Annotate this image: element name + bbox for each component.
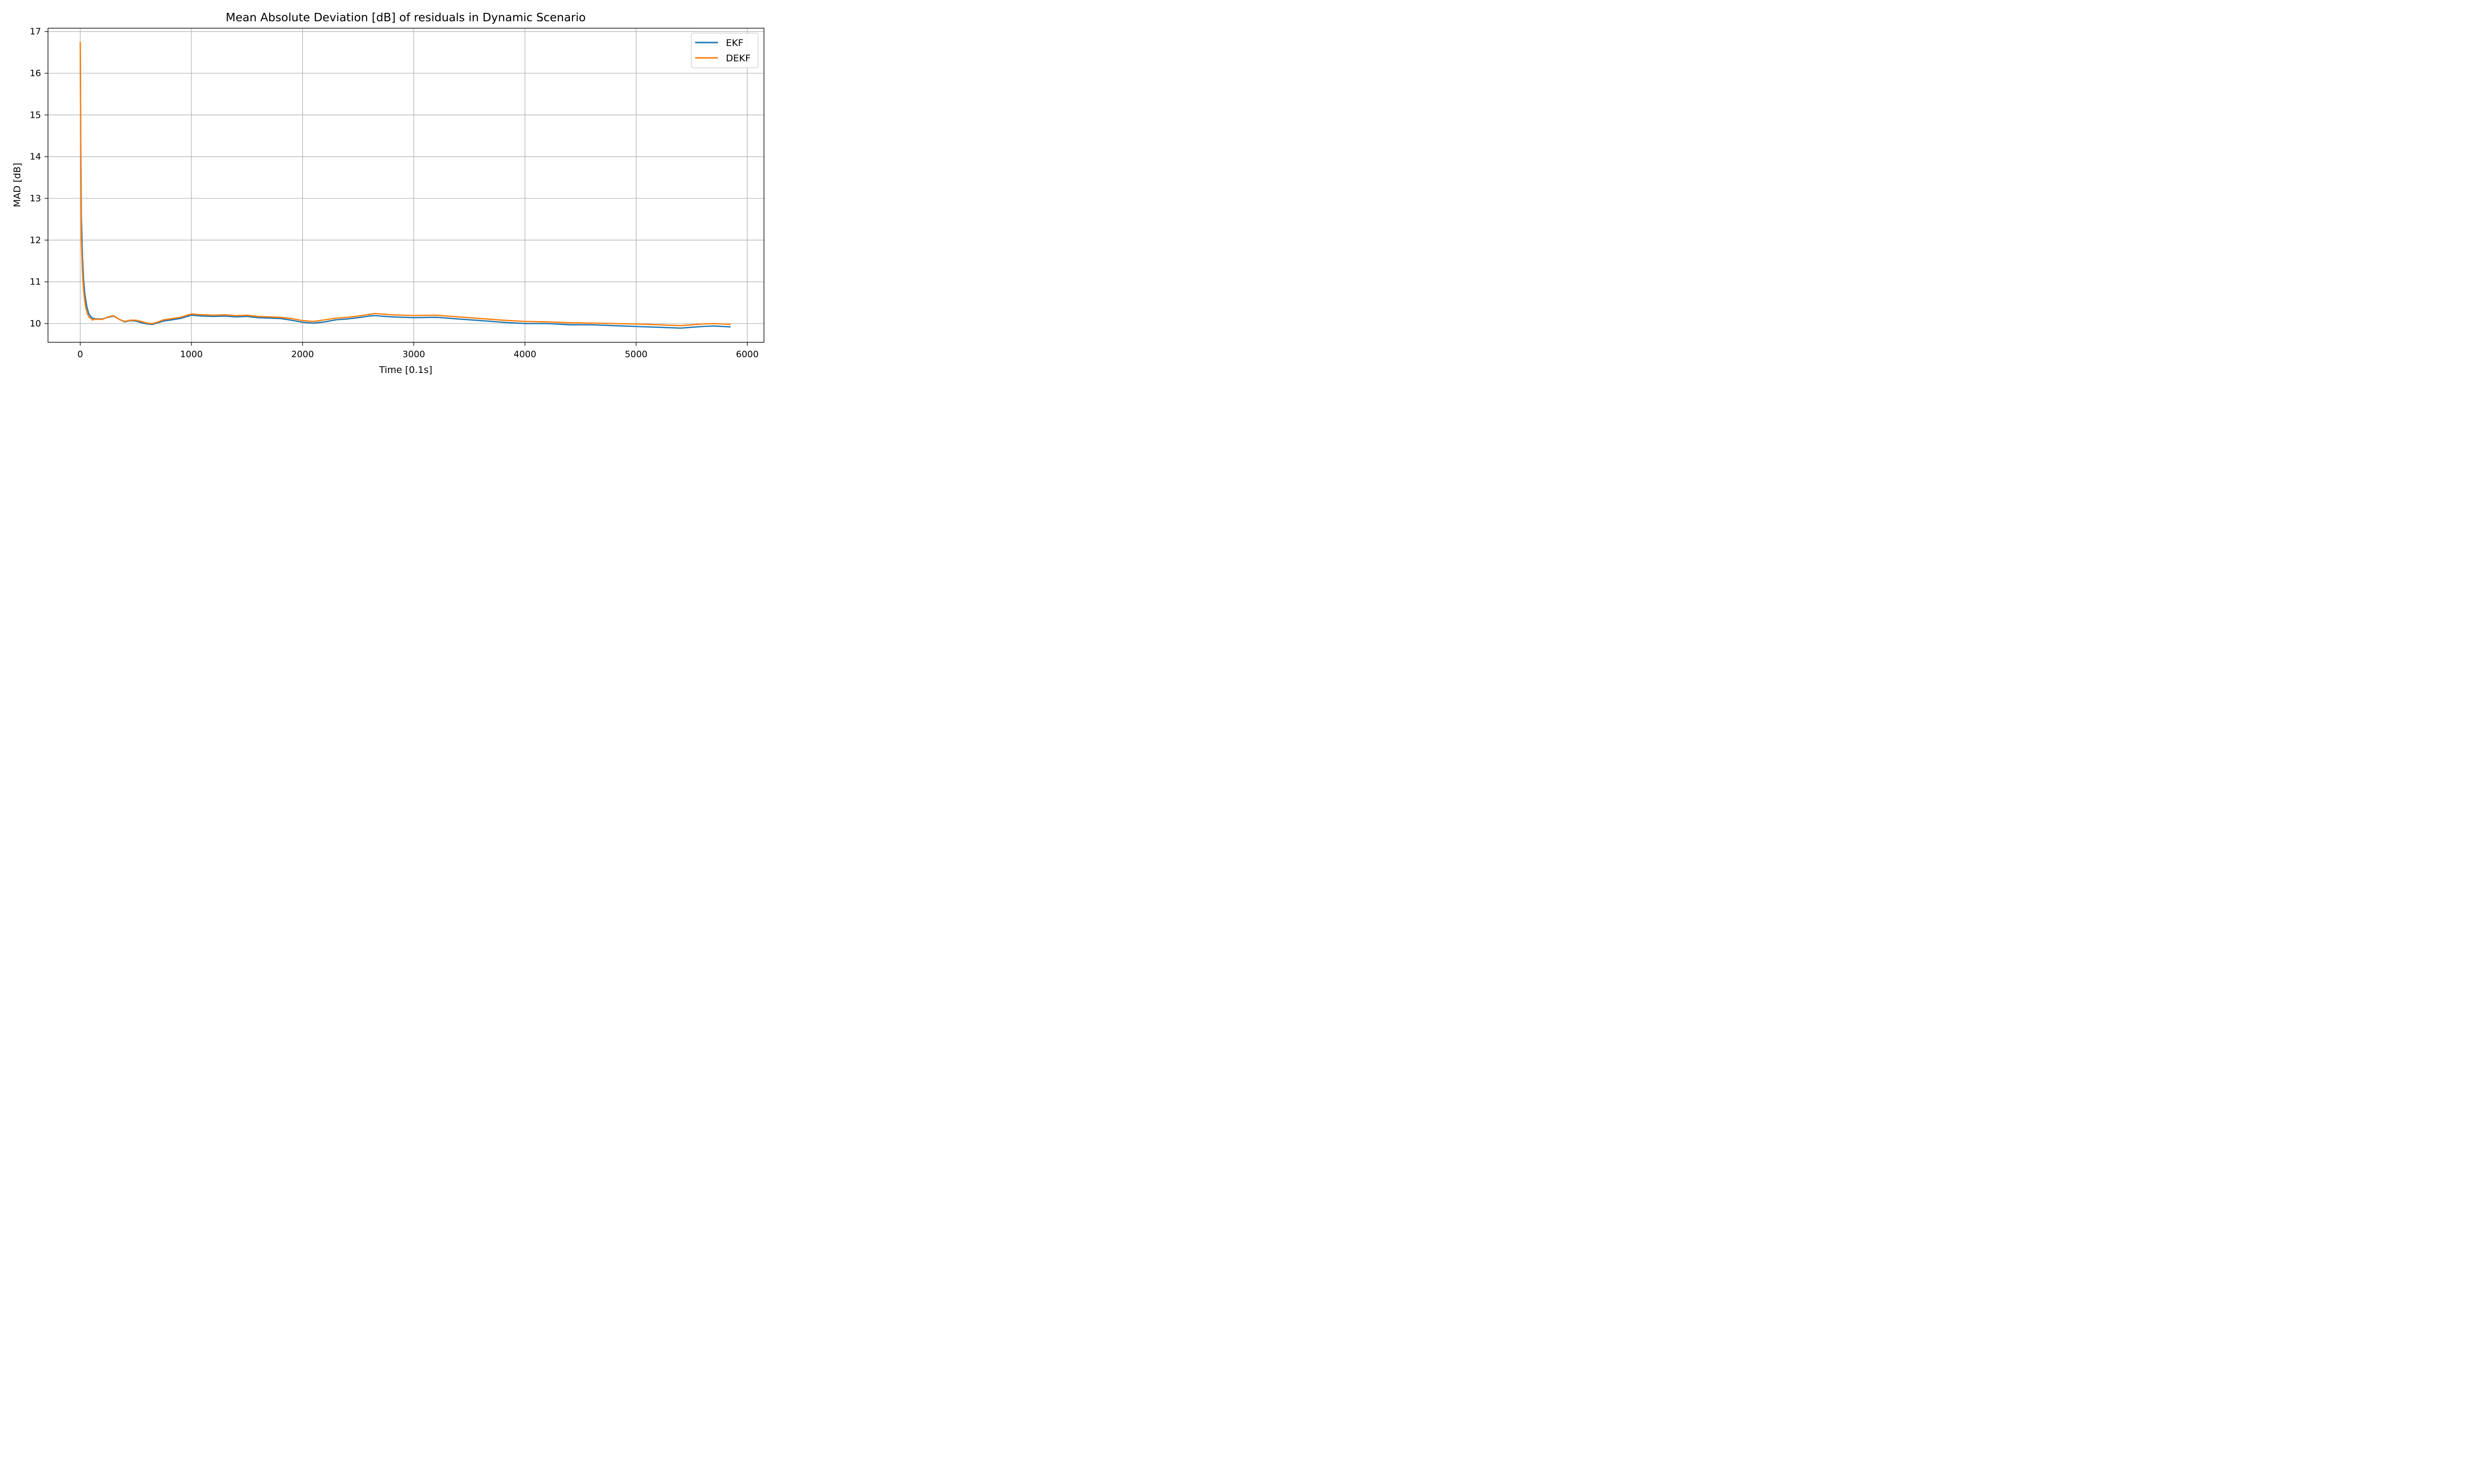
grid (48, 28, 764, 342)
y-axis-label: MAD [dB] (12, 163, 23, 207)
x-axis-label: Time [0.1s] (379, 365, 432, 375)
series-line-dekf (79, 42, 731, 326)
plot-frame (48, 28, 764, 343)
chart: Mean Absolute Deviation [dB] of residual… (0, 0, 774, 387)
x-tick-label: 4000 (514, 349, 536, 360)
series-line-ekf (79, 42, 731, 329)
y-tick-label: 10 (30, 319, 41, 329)
y-tick-label: 11 (30, 277, 41, 287)
chart-title: Mean Absolute Deviation [dB] of residual… (226, 11, 586, 24)
axis-ticks: 0 1000 2000 3000 4000 5000 6000 10 11 12 13 14 15 16 1… (30, 27, 759, 360)
y-tick-label: 16 (30, 68, 41, 79)
legend-label-ekf: EKF (726, 38, 743, 48)
y-tick-label: 15 (30, 110, 41, 120)
x-tick-label: 0 (77, 349, 83, 360)
legend: EKF DEKF (691, 33, 759, 68)
y-tick-label: 12 (30, 235, 41, 245)
y-tick-label: 13 (30, 193, 41, 204)
x-tick-label: 2000 (291, 349, 314, 360)
x-tick-label: 3000 (402, 349, 425, 360)
legend-label-dekf: DEKF (726, 53, 751, 64)
x-tick-label: 5000 (625, 349, 648, 360)
series-lines (79, 42, 731, 329)
figure-background (0, 0, 774, 387)
x-tick-label: 6000 (736, 349, 759, 360)
y-tick-label: 14 (30, 152, 41, 162)
x-tick-label: 1000 (180, 349, 203, 360)
y-tick-label: 17 (30, 27, 41, 37)
